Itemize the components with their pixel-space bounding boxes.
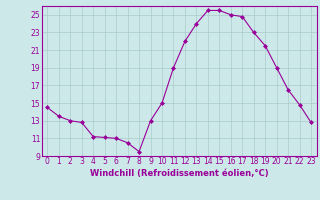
X-axis label: Windchill (Refroidissement éolien,°C): Windchill (Refroidissement éolien,°C) [90,169,268,178]
